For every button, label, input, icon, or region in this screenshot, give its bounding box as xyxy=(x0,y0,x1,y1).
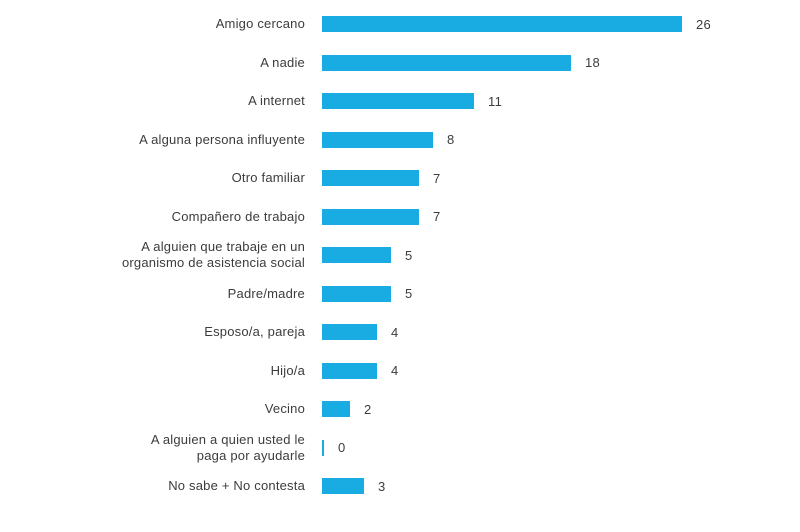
category-label: Vecino xyxy=(264,401,305,417)
bar xyxy=(322,285,391,302)
bar xyxy=(322,401,350,418)
chart-row: A alguna persona influyente 8 xyxy=(0,121,800,160)
chart-row: Esposo/a, pareja 4 xyxy=(0,313,800,352)
category-label: Otro familiar xyxy=(231,170,305,186)
value-label: 3 xyxy=(378,478,386,494)
value-label: 4 xyxy=(391,363,399,379)
chart-row: A alguien que trabaje en un organismo de… xyxy=(0,236,800,275)
chart-row: Amigo cercano 26 xyxy=(0,5,800,44)
category-label: A alguien que trabaje en un organismo de… xyxy=(121,239,305,271)
bar xyxy=(322,208,419,225)
bar xyxy=(322,131,433,148)
chart-row: No sabe + No contesta 3 xyxy=(0,467,800,506)
value-label: 26 xyxy=(696,16,712,32)
bar-area: 18 xyxy=(322,54,800,71)
chart-row: A internet 11 xyxy=(0,82,800,121)
bar-area: 5 xyxy=(322,247,800,264)
category-label: Padre/madre xyxy=(227,285,305,301)
bar xyxy=(322,439,324,456)
bar xyxy=(322,170,419,187)
bar-area: 26 xyxy=(322,16,800,33)
category-label: Compañero de trabajo xyxy=(171,208,305,224)
category-label: A alguna persona influyente xyxy=(139,131,305,147)
value-label: 7 xyxy=(433,209,441,225)
bar xyxy=(322,362,377,379)
bar-chart: Amigo cercano 26 A nadie 18 A internet 1… xyxy=(0,5,800,506)
category-label: Hijo/a xyxy=(270,362,305,378)
value-label: 18 xyxy=(585,55,601,71)
chart-row: Vecino 2 xyxy=(0,390,800,429)
chart-row: Compañero de trabajo 7 xyxy=(0,198,800,237)
value-label: 8 xyxy=(447,132,455,148)
category-label: A alguien a quien usted le paga por ayud… xyxy=(150,431,305,463)
bar-area: 7 xyxy=(322,170,800,187)
value-label: 4 xyxy=(391,324,399,340)
value-label: 5 xyxy=(405,247,413,263)
bar-area: 11 xyxy=(322,93,800,110)
category-label: Amigo cercano xyxy=(215,16,305,32)
bar xyxy=(322,93,474,110)
bar xyxy=(322,478,364,495)
bar xyxy=(322,247,391,264)
bar-area: 3 xyxy=(322,478,800,495)
chart-row: Otro familiar 7 xyxy=(0,159,800,198)
category-label: No sabe + No contesta xyxy=(168,478,305,494)
value-label: 5 xyxy=(405,286,413,302)
value-label: 7 xyxy=(433,170,441,186)
category-label: A internet xyxy=(248,93,305,109)
bar xyxy=(322,54,571,71)
bar xyxy=(322,16,682,33)
category-label: Esposo/a, pareja xyxy=(204,324,305,340)
bar-area: 4 xyxy=(322,362,800,379)
bar-area: 7 xyxy=(322,208,800,225)
chart-row: Hijo/a 4 xyxy=(0,352,800,391)
bar-area: 8 xyxy=(322,131,800,148)
bar-area: 2 xyxy=(322,401,800,418)
value-label: 0 xyxy=(338,440,346,456)
bar-area: 0 xyxy=(322,439,800,456)
value-label: 2 xyxy=(364,401,372,417)
value-label: 11 xyxy=(488,93,503,109)
chart-row: A alguien a quien usted le paga por ayud… xyxy=(0,429,800,468)
bar-area: 4 xyxy=(322,324,800,341)
bar xyxy=(322,324,377,341)
bar-area: 5 xyxy=(322,285,800,302)
chart-row: A nadie 18 xyxy=(0,44,800,83)
chart-row: Padre/madre 5 xyxy=(0,275,800,314)
category-label: A nadie xyxy=(260,54,305,70)
